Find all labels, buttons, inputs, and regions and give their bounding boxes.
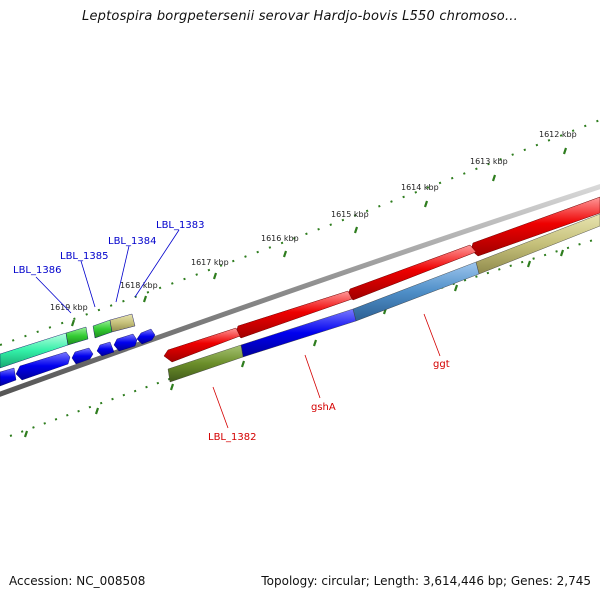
gene-label-LBL-1386[interactable]: LBL_1386: [13, 265, 61, 276]
cds-reverse-LBL-1384b[interactable]: [113, 333, 138, 352]
major-tick: [423, 200, 429, 208]
major-tick: [142, 295, 148, 303]
kbp-labels: 1612 kbp 1613 kbp 1614 kbp 1615 kbp 1616…: [50, 130, 577, 312]
cog-forward-LBL-1382[interactable]: [167, 344, 244, 383]
major-tick: [212, 272, 218, 280]
kbp-label: 1614 kbp: [401, 183, 439, 192]
major-tick: [562, 147, 568, 155]
major-tick: [453, 284, 459, 292]
cds-reverse-LBL-1384[interactable]: [96, 341, 115, 357]
kbp-label: 1616 kbp: [261, 234, 299, 243]
cog-reverse-khaki[interactable]: [109, 313, 136, 333]
major-ticks: [70, 147, 568, 327]
major-tick: [70, 319, 76, 327]
genome-summary: Topology: circular; Length: 3,614,446 bp…: [261, 574, 591, 588]
cds-reverse-LBL-1383[interactable]: [136, 328, 156, 345]
kbp-label: 1619 kbp: [50, 303, 88, 312]
accession-label: Accession: NC_008508: [9, 574, 146, 588]
forward-cog-track: [167, 213, 600, 383]
major-tick: [491, 174, 497, 182]
major-tick: [169, 383, 175, 391]
kbp-label: 1617 kbp: [191, 258, 229, 267]
major-tick: [312, 339, 318, 347]
kbp-label: 1613 kbp: [470, 157, 508, 166]
kbp-label: 1612 kbp: [539, 130, 577, 139]
reverse-leader-lines: [35, 229, 180, 314]
cds-forward-start[interactable]: [163, 327, 241, 363]
cds-reverse-LBL-1385[interactable]: [71, 347, 94, 365]
forward-cds-track: [163, 196, 600, 363]
gene-label-LBL-1385[interactable]: LBL_1385: [60, 251, 108, 262]
gene-label-ggt[interactable]: ggt: [433, 359, 450, 370]
cog-reverse-green-2[interactable]: [92, 319, 113, 339]
genome-backbone: [0, 184, 600, 397]
map-title: Leptospira borgpetersenii serovar Hardjo…: [82, 9, 518, 24]
major-tick: [353, 226, 359, 234]
major-tick: [559, 249, 565, 257]
reverse-cds-track: [0, 313, 156, 387]
gene-label-LBL-1382[interactable]: LBL_1382: [208, 432, 256, 443]
kbp-label: 1615 kbp: [331, 210, 369, 219]
gene-label-LBL-1384[interactable]: LBL_1384: [108, 236, 156, 247]
kbp-label: 1618 kbp: [120, 281, 158, 290]
cds-reverse-LBL-1386b[interactable]: [15, 351, 71, 381]
major-tick: [526, 260, 532, 268]
cog-reverse-green[interactable]: [65, 326, 89, 346]
gene-label-LBL-1383[interactable]: LBL_1383: [156, 220, 204, 231]
major-tick: [23, 430, 29, 438]
cds-reverse-LBL-1386[interactable]: [0, 367, 17, 387]
major-tick: [94, 407, 100, 415]
major-tick: [240, 360, 246, 368]
gene-label-gshA[interactable]: gshA: [311, 402, 336, 413]
major-tick: [282, 250, 288, 258]
forward-leader-lines: [212, 313, 441, 429]
